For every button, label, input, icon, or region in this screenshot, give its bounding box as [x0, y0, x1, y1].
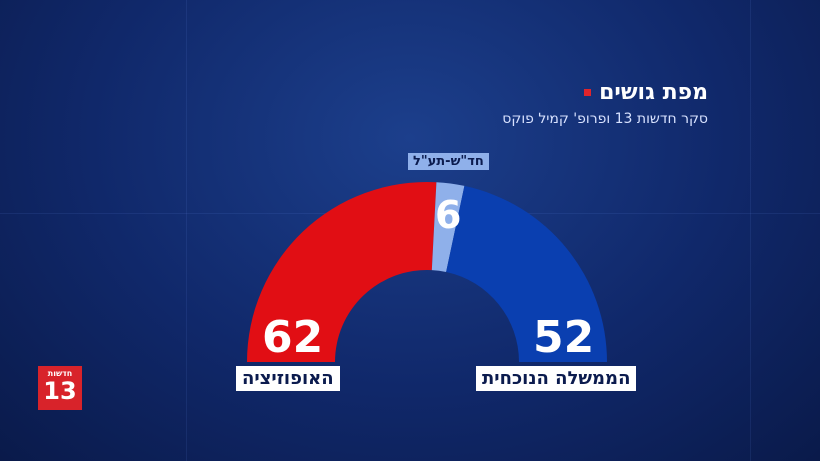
title-bullet-icon [584, 89, 592, 96]
seat-segment-neutral [431, 182, 465, 273]
page-subtitle: סקר חדשות 13 ופרופ' קמיל פוקס [502, 111, 708, 127]
value-label-neutral: 6 [435, 193, 462, 237]
value-label-opposition: 62 [262, 312, 324, 363]
header: מפת גושים סקר חדשות 13 ופרופ' קמיל פוקס [502, 80, 708, 127]
logo-text: חדשות [47, 369, 73, 378]
seat-segment-opposition [247, 182, 437, 362]
grid-line [750, 0, 751, 461]
legend-label-neutral: חד"ש-תע"ל [408, 153, 489, 170]
value-label-coalition: 52 [533, 312, 595, 363]
grid-line [186, 0, 187, 461]
seat-segment-coalition [446, 185, 607, 362]
legend-label-opposition: האופוזיציה [236, 366, 340, 391]
channel-logo: חדשות 13 [38, 366, 82, 410]
legend-label-coalition: הממשלה הנוכחית [476, 366, 637, 391]
page-title: מפת גושים [599, 80, 708, 105]
logo-number: 13 [43, 377, 77, 405]
